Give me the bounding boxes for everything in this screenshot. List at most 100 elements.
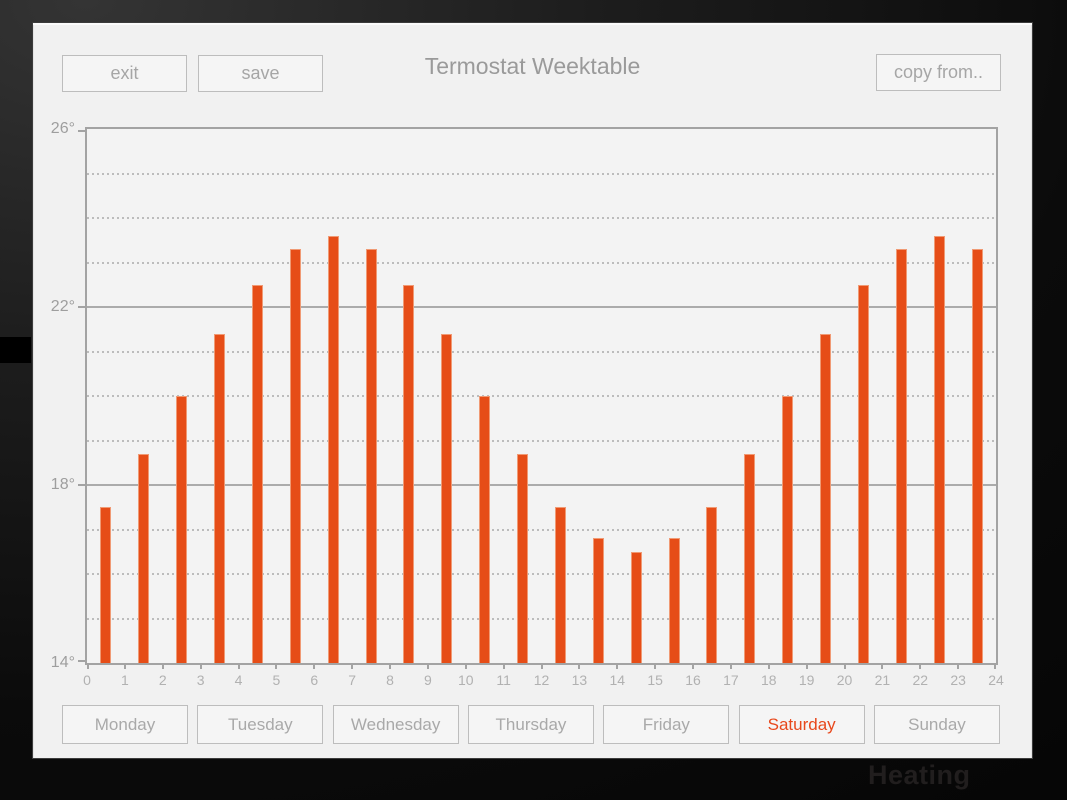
- x-axis-label-19: 19: [798, 672, 815, 688]
- x-axis-tick-9: [426, 663, 429, 669]
- x-axis-label-3: 3: [196, 672, 205, 688]
- x-axis-tick-0: [87, 663, 89, 669]
- minor-gridline-25: [87, 172, 996, 175]
- day-button-tuesday[interactable]: Tuesday: [197, 705, 324, 744]
- day-selector: Monday Tuesday Wednesday Thursday Friday…: [62, 705, 1000, 744]
- x-axis-tick-6: [313, 663, 316, 669]
- x-axis-label-2: 2: [158, 672, 167, 688]
- y-axis-label-26: 26°: [50, 120, 75, 137]
- day-button-saturday[interactable]: Saturday: [738, 705, 865, 744]
- day-button-thursday[interactable]: Thursday: [467, 705, 594, 744]
- x-axis-tick-12: [540, 663, 543, 669]
- major-gridline-18: [87, 484, 996, 486]
- minor-gridline-20: [87, 395, 996, 397]
- page-title: Termostat Weektable: [424, 53, 641, 79]
- temperature-bar-hour-8[interactable]: [403, 284, 415, 663]
- exit-button[interactable]: exit: [62, 55, 187, 92]
- minor-gridline-16: [87, 573, 996, 575]
- temperature-bar-hour-2[interactable]: [176, 396, 188, 663]
- major-gridline-22: [87, 306, 996, 308]
- save-button[interactable]: save: [198, 55, 323, 92]
- copy-from-button[interactable]: copy from..: [876, 54, 1001, 91]
- x-axis-tick-13: [578, 663, 581, 669]
- x-axis-tick-4: [237, 663, 240, 669]
- x-axis-label-22: 22: [912, 672, 929, 688]
- minor-gridline-23: [87, 261, 996, 264]
- x-axis-tick-7: [351, 663, 354, 669]
- x-axis-label-7: 7: [348, 672, 357, 688]
- temperature-bar-hour-15[interactable]: [668, 538, 680, 663]
- minor-gridline-19: [87, 439, 996, 442]
- temperature-bar-hour-4[interactable]: [251, 284, 263, 663]
- y-axis-label-18: 18°: [50, 476, 75, 493]
- x-axis-label-23: 23: [950, 672, 966, 688]
- day-button-friday[interactable]: Friday: [603, 705, 730, 744]
- temperature-bar-hour-3[interactable]: [214, 333, 226, 663]
- x-axis-label-1: 1: [120, 672, 129, 688]
- minor-gridline-21: [87, 350, 996, 353]
- x-axis-tick-20: [843, 663, 846, 669]
- x-axis-tick-2: [161, 663, 164, 669]
- background-watermark-heating: Heating: [868, 760, 971, 790]
- x-axis-tick-14: [616, 663, 619, 669]
- temperature-bar-hour-7[interactable]: [365, 249, 377, 663]
- x-axis-tick-19: [805, 663, 808, 669]
- x-axis-tick-18: [767, 663, 770, 669]
- x-axis-label-9: 9: [423, 672, 432, 688]
- minor-gridline-15: [87, 617, 996, 620]
- x-axis-label-10: 10: [457, 672, 474, 688]
- day-button-wednesday[interactable]: Wednesday: [332, 705, 459, 744]
- x-axis-tick-8: [389, 663, 391, 669]
- x-axis-tick-11: [502, 663, 505, 669]
- x-axis-tick-17: [729, 663, 732, 669]
- x-axis-tick-21: [881, 663, 884, 669]
- x-axis-label-16: 16: [685, 672, 701, 688]
- x-axis-label-18: 18: [760, 672, 777, 688]
- y-axis-tick-14: [78, 660, 87, 662]
- temperature-bar-hour-23[interactable]: [971, 249, 983, 663]
- temperature-bar-hour-18[interactable]: [782, 396, 794, 663]
- temperature-bar-hour-11[interactable]: [517, 453, 529, 663]
- x-axis-label-12: 12: [533, 672, 550, 688]
- day-button-sunday[interactable]: Sunday: [873, 705, 1000, 744]
- x-axis-label-24: 24: [988, 672, 1004, 688]
- x-axis-tick-16: [692, 663, 694, 669]
- x-axis-label-20: 20: [836, 672, 853, 688]
- temperature-bar-hour-16[interactable]: [706, 507, 718, 663]
- temperature-bar-hour-19[interactable]: [820, 333, 832, 663]
- temperature-bar-hour-1[interactable]: [138, 453, 150, 663]
- temperature-bar-hour-13[interactable]: [592, 538, 604, 663]
- x-axis-label-6: 6: [310, 672, 319, 688]
- temperature-bar-hour-10[interactable]: [479, 396, 491, 663]
- temperature-bar-hour-9[interactable]: [441, 333, 453, 663]
- x-axis-label-4: 4: [234, 672, 243, 688]
- temperature-bar-hour-21[interactable]: [895, 249, 907, 663]
- temperature-bar-hour-22[interactable]: [933, 235, 945, 663]
- x-axis-label-17: 17: [723, 672, 739, 688]
- y-axis-tick-18: [78, 484, 87, 486]
- x-axis-tick-15: [654, 663, 657, 669]
- temperature-bar-hour-14[interactable]: [630, 551, 642, 663]
- x-axis-label-15: 15: [647, 672, 663, 688]
- temperature-bar-hour-0[interactable]: [100, 507, 112, 663]
- x-axis-tick-22: [919, 663, 922, 669]
- x-axis-tick-1: [123, 663, 126, 669]
- x-axis-tick-3: [199, 663, 202, 669]
- day-button-monday[interactable]: Monday: [62, 705, 188, 744]
- x-axis-label-13: 13: [571, 672, 588, 688]
- x-axis-tick-10: [464, 663, 467, 669]
- temperature-bar-hour-20[interactable]: [857, 284, 869, 663]
- y-axis-label-14: 14°: [50, 654, 75, 671]
- x-axis-label-21: 21: [874, 672, 891, 688]
- x-axis-tick-23: [957, 663, 960, 669]
- x-axis-label-11: 11: [496, 672, 511, 688]
- temperature-chart: 26° 22° 18° 14° 0 1 2 3 4 5 6 7 8 9 10 11 12 13 14 15 16 17 18…: [51, 121, 1004, 689]
- x-axis-label-14: 14: [609, 672, 626, 688]
- temperature-bar-hour-17[interactable]: [744, 453, 756, 663]
- temperature-bar-hour-6[interactable]: [327, 235, 339, 663]
- x-axis-label-8: 8: [386, 672, 394, 688]
- temperature-bar-hour-5[interactable]: [289, 249, 301, 663]
- minor-gridline-24: [87, 217, 996, 219]
- temperature-bar-hour-12[interactable]: [554, 507, 566, 663]
- x-axis-tick-5: [275, 663, 278, 669]
